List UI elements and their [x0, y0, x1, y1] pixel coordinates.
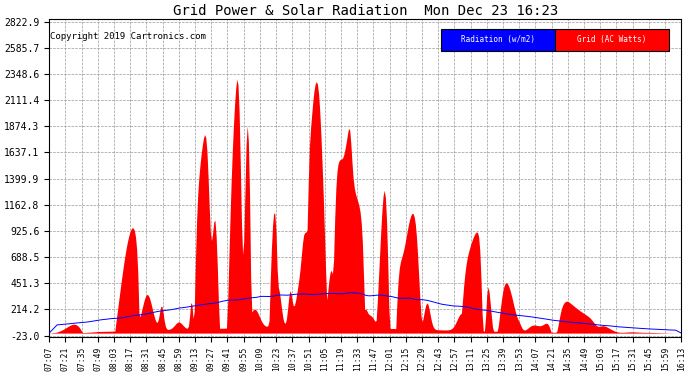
Title: Grid Power & Solar Radiation  Mon Dec 23 16:23: Grid Power & Solar Radiation Mon Dec 23 …	[172, 4, 558, 18]
FancyBboxPatch shape	[555, 29, 669, 51]
Text: Grid (AC Watts): Grid (AC Watts)	[577, 36, 647, 45]
Text: Radiation (w/m2): Radiation (w/m2)	[461, 36, 535, 45]
Text: Copyright 2019 Cartronics.com: Copyright 2019 Cartronics.com	[50, 32, 206, 41]
FancyBboxPatch shape	[441, 29, 555, 51]
